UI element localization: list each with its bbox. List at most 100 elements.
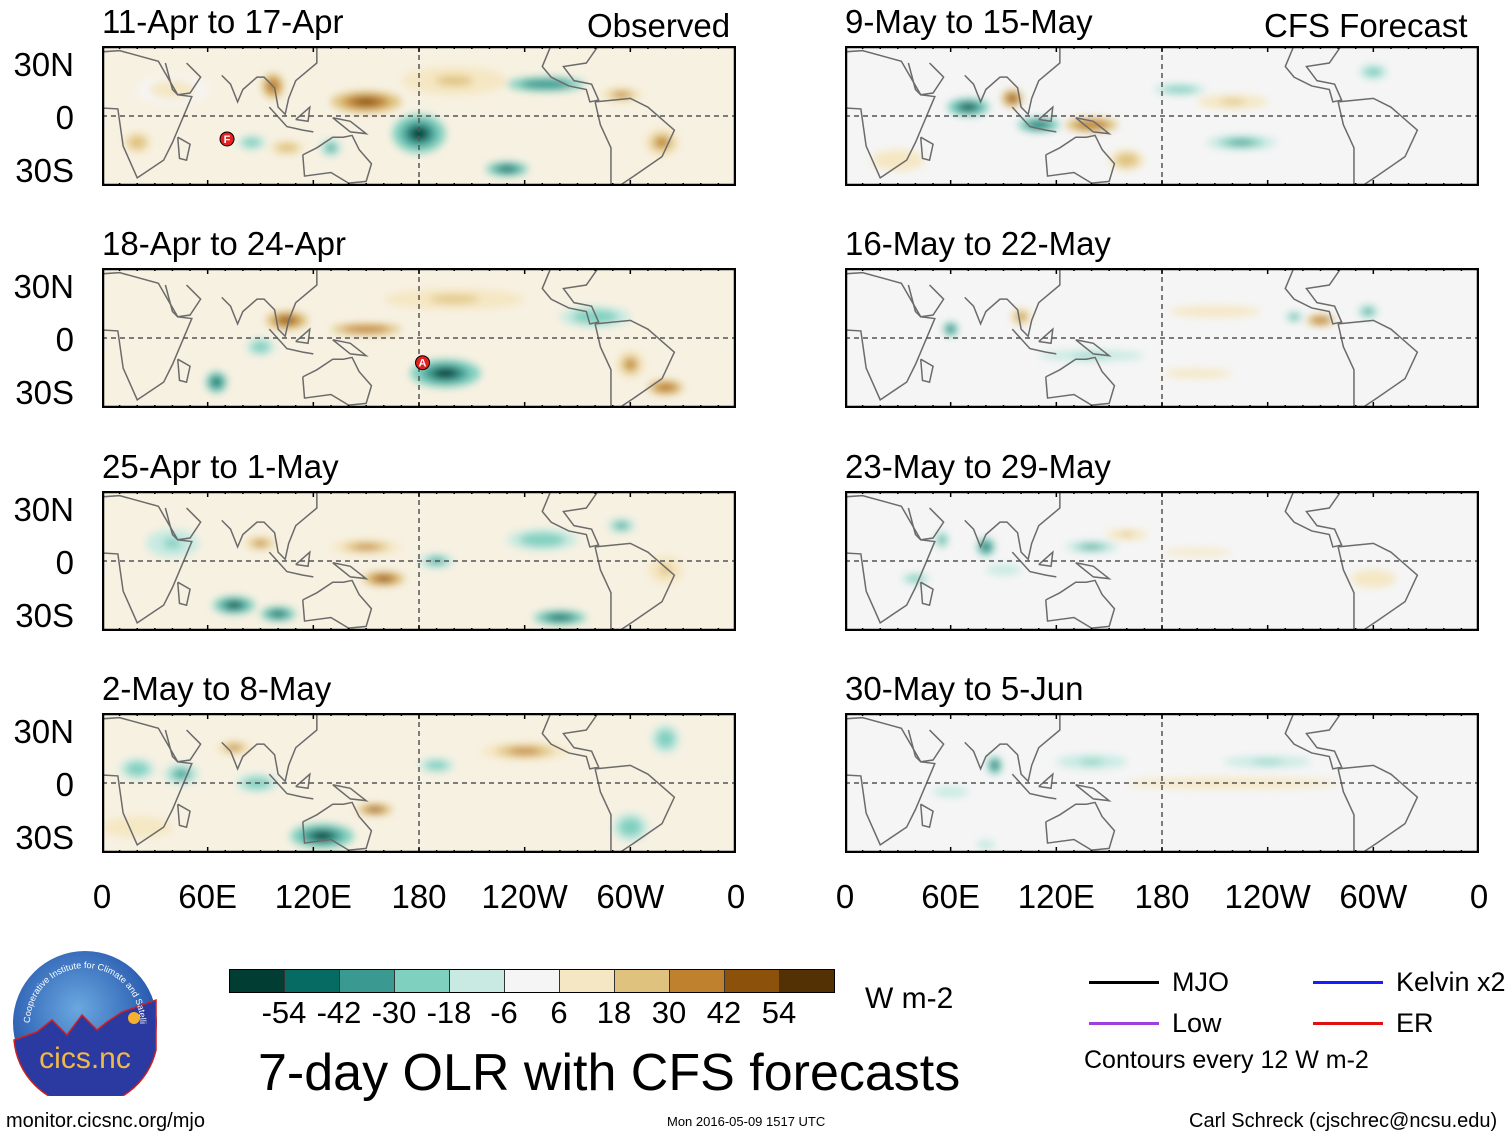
olr-anomaly [1291,314,1298,319]
olr-anomaly [1178,550,1216,555]
olr-anomaly [353,327,379,332]
colorbar-label: -54 [261,995,307,1030]
olr-anomaly [1228,140,1254,145]
coastline [302,579,373,629]
footer-url[interactable]: monitor.cicsnc.org/mjo [6,1110,205,1132]
coastline [1038,327,1054,345]
olr-map-observed: F [102,46,736,186]
coastline [1011,773,1057,800]
panel-title: 30-May to 5-Jun [845,670,1084,707]
olr-anomaly [529,536,555,544]
coastline [1075,117,1112,135]
coastline [541,268,600,325]
coastline [176,581,191,607]
coastline [164,284,202,318]
lat-label: 0 [55,544,74,581]
olr-anomaly [992,762,998,769]
legend-label: ER [1396,1008,1434,1038]
coastline [1045,579,1116,629]
panel-title: 25-Apr to 1-May [102,448,339,485]
colorbar [229,969,835,993]
observed-header: Observed [587,7,731,44]
colorbar-swatch [615,970,670,992]
forecast-header: CFS Forecast [1264,7,1468,44]
olr-anomaly [279,317,295,324]
panel-title: 18-Apr to 24-Apr [102,225,346,262]
coastline [964,268,1061,338]
legend-line-kelvin-x2 [1313,981,1383,984]
cyclone-icon [415,355,431,371]
colorbar-label: 42 [706,995,742,1030]
olr-anomaly [433,368,458,379]
coastline [295,327,311,345]
olr-anomaly [163,538,182,549]
coastline [1038,105,1054,123]
colorbar-swatch [505,970,560,992]
coastline [164,62,202,96]
coastline [302,801,373,851]
lon-label: 180 [391,878,447,915]
lon-label: 120E [1017,878,1095,915]
coastline [907,62,945,96]
coastline [845,494,936,624]
olr-anomaly [625,359,636,370]
coastline [594,319,676,408]
colorbar-label: -42 [316,995,362,1030]
olr-map-observed [102,713,736,853]
olr-anomaly [1361,573,1386,584]
olr-anomaly [353,98,379,106]
olr-anomaly [429,295,479,303]
coastline [1038,772,1054,790]
olr-anomaly [212,378,221,386]
coastline [332,784,369,802]
olr-anomaly [1008,95,1017,102]
coastline [1045,801,1116,851]
coastline [221,46,318,116]
lon-label: 60E [921,878,981,915]
coastline [295,550,311,568]
lat-label: 0 [55,99,74,136]
lon-label: 0 [92,878,112,915]
coastline [919,136,934,162]
olr-anomaly [1178,370,1216,376]
lon-label: 60W [1339,878,1408,915]
cyclone-icon [219,131,235,147]
olr-anomaly [311,831,334,841]
map-frame [845,491,1479,631]
colorbar-swatch [285,970,340,992]
coastline [176,803,191,829]
olr-anomaly [888,156,908,164]
coastline [1075,562,1112,580]
olr-anomaly [910,576,921,581]
coastline [295,772,311,790]
olr-anomaly [659,564,672,575]
olr-anomaly [624,822,637,833]
olr-anomaly [1170,87,1189,92]
colorbar-swatch [340,970,395,992]
olr-anomaly [131,765,144,773]
colorbar-label: 54 [761,995,797,1030]
olr-anomaly [1119,532,1135,537]
olr-anomaly [939,536,945,543]
olr-anomaly [435,75,473,86]
olr-anomaly [532,81,560,87]
lon-label: 180 [1134,878,1190,915]
lat-label: 30S [15,374,74,411]
map-frame [845,46,1479,186]
coastline [964,713,1061,783]
coastline [1075,339,1112,357]
coastline [102,494,193,624]
coastline [919,581,934,607]
lat-label: 30N [13,46,74,83]
coastline [176,136,191,162]
olr-anomaly [1252,759,1284,764]
legend-label: Low [1172,1008,1222,1038]
logo-text: cics.nc [39,1042,131,1075]
coastline [594,542,676,631]
lon-label: 60E [178,878,238,915]
coastline [1011,551,1057,578]
lat-label: 0 [55,321,74,358]
lat-label: 30S [15,597,74,634]
olr-anomaly [227,745,241,751]
lon-label: 120E [274,878,352,915]
